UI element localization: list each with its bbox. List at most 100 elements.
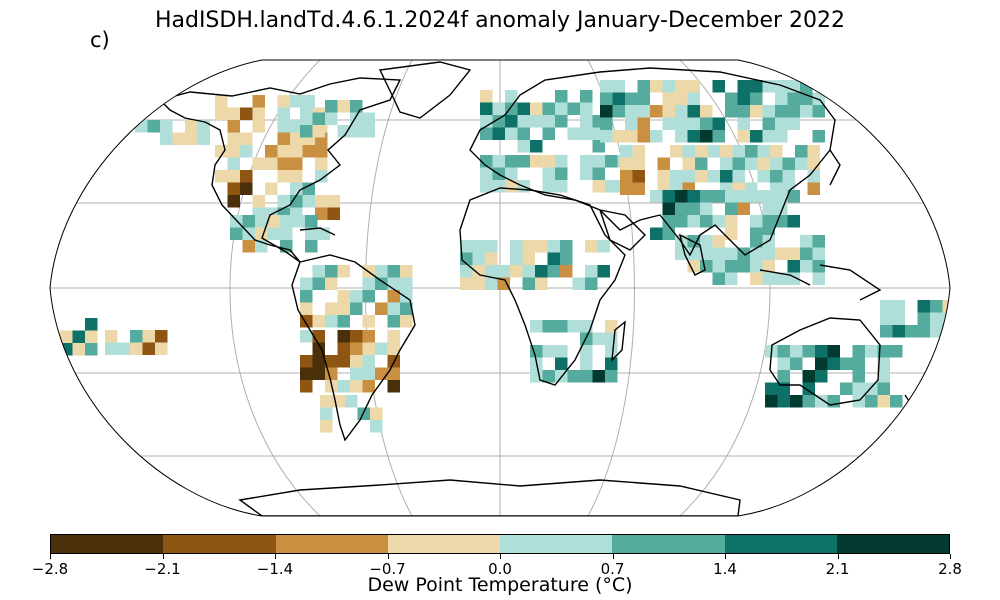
anomaly-cell: [737, 260, 750, 273]
anomaly-cell: [775, 272, 788, 285]
anomaly-cell: [542, 320, 555, 333]
anomaly-cell: [732, 145, 745, 158]
anomaly-cell: [725, 105, 738, 118]
anomaly-cell: [770, 157, 783, 170]
anomaly-cell: [800, 247, 813, 260]
globe-outline: [49, 59, 951, 517]
anomaly-cell: [592, 332, 605, 345]
anomaly-cell: [542, 167, 555, 180]
anomaly-cell: [890, 395, 903, 408]
anomaly-cell: [605, 345, 618, 358]
anomaly-cell: [517, 115, 530, 128]
anomaly-cell: [300, 355, 313, 368]
anomaly-cell: [265, 145, 278, 158]
anomaly-cell: [362, 342, 375, 355]
anomaly-cell: [762, 260, 775, 273]
anomaly-cell: [315, 157, 328, 170]
anomaly-cell: [612, 80, 625, 93]
anomaly-cell: [567, 370, 580, 383]
anomaly-cell: [687, 130, 700, 143]
anomaly-cell: [387, 290, 400, 303]
anomaly-cell: [762, 190, 775, 203]
anomaly-cell: [880, 325, 893, 338]
anomaly-cell: [670, 145, 683, 158]
anomaly-cell: [585, 277, 598, 290]
anomaly-cell: [637, 92, 650, 105]
anomaly-cell: [555, 102, 568, 115]
anomaly-cell: [802, 395, 815, 408]
anomaly-cell: [762, 105, 775, 118]
anomaly-cell: [240, 107, 253, 120]
anomaly-cell: [790, 357, 803, 370]
anomaly-cell: [612, 105, 625, 118]
anomaly-cell: [277, 132, 290, 145]
anomaly-cell: [485, 277, 498, 290]
anomaly-cell: [812, 272, 825, 285]
anomaly-cell: [227, 182, 240, 195]
anomaly-cell: [375, 367, 388, 380]
anomaly-cell: [480, 127, 493, 140]
anomaly-cell: [242, 215, 255, 228]
anomaly-cell: [687, 190, 700, 203]
anomaly-cell: [387, 277, 400, 290]
anomaly-cell: [277, 157, 290, 170]
anomaly-cell: [227, 195, 240, 208]
anomaly-cell: [277, 120, 290, 133]
anomaly-cell: [560, 252, 573, 265]
anomaly-cell: [775, 247, 788, 260]
anomaly-cell: [580, 90, 593, 103]
anomaly-cell: [650, 190, 663, 203]
anomaly-cell: [687, 92, 700, 105]
anomaly-cell: [675, 92, 688, 105]
anomaly-cell: [215, 170, 228, 183]
anomaly-cell: [315, 170, 328, 183]
anomaly-cell: [362, 380, 375, 393]
colorbar-segment: [275, 535, 388, 553]
anomaly-cell: [787, 247, 800, 260]
anomaly-cell: [585, 240, 598, 253]
colorbar-tick-label: −0.7: [369, 560, 406, 578]
anomaly-cell: [700, 117, 713, 130]
anomaly-cell: [147, 120, 160, 133]
anomaly-cell: [852, 345, 865, 358]
anomaly-cell: [327, 207, 340, 220]
anomaly-cell: [827, 357, 840, 370]
colorbar-tick-label: −2.1: [144, 560, 181, 578]
anomaly-cell: [762, 130, 775, 143]
anomaly-cell: [580, 345, 593, 358]
anomaly-cell: [505, 180, 518, 193]
anomaly-cell: [790, 345, 803, 358]
colorbar-tick-label: −1.4: [256, 560, 294, 578]
anomaly-cell: [800, 260, 813, 273]
anomaly-cell: [700, 190, 713, 203]
anomaly-cell: [600, 92, 613, 105]
anomaly-cell: [687, 202, 700, 215]
anomaly-cell: [712, 235, 725, 248]
map-title: HadISDH.landTd.4.6.1.2024f anomaly Janua…: [154, 8, 846, 33]
anomaly-cell: [240, 170, 253, 183]
anomaly-cell: [930, 325, 943, 338]
anomaly-cell: [160, 132, 173, 145]
anomaly-cell: [865, 345, 878, 358]
anomaly-cell: [497, 277, 510, 290]
anomaly-cell: [890, 345, 903, 358]
anomaly-cell: [230, 227, 243, 240]
anomaly-cell: [522, 265, 535, 278]
anomaly-cell: [130, 342, 143, 355]
anomaly-cell: [337, 125, 350, 138]
anomaly-cell: [325, 112, 338, 125]
anomaly-cell: [302, 145, 315, 158]
anomaly-cell: [712, 117, 725, 130]
anomaly-cell: [117, 342, 130, 355]
anomaly-cell: [662, 92, 675, 105]
anomaly-cell: [215, 107, 228, 120]
anomaly-cell: [337, 290, 350, 303]
anomaly-cell: [605, 180, 618, 193]
anomaly-cell: [240, 182, 253, 195]
anomaly-cell: [775, 190, 788, 203]
anomaly-cell: [265, 182, 278, 195]
anomaly-cell: [215, 95, 228, 108]
anomaly-cell: [592, 370, 605, 383]
colorbar-tick-label: −2.8: [31, 560, 69, 578]
anomaly-cell: [777, 357, 790, 370]
